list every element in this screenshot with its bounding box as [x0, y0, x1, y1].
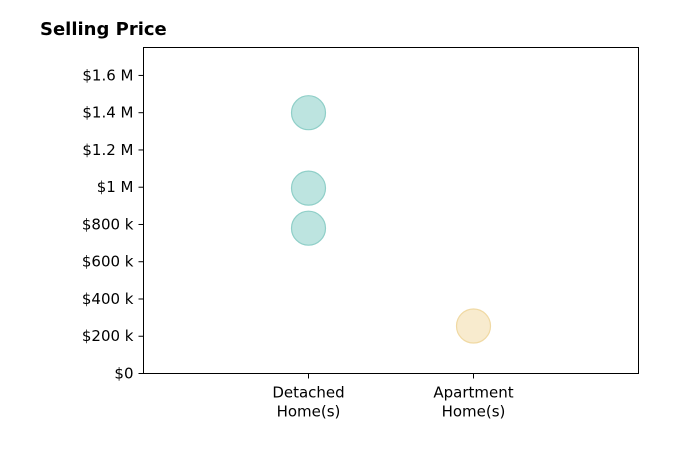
data-point [290, 170, 327, 206]
data-points [290, 95, 492, 344]
x-axis: Detached Home(s)Apartment Home(s) [272, 373, 514, 421]
y-tick-label: $800 k [82, 215, 134, 233]
data-point [455, 308, 492, 344]
y-tick-label: $600 k [82, 253, 134, 271]
y-axis: $0 $200 k $400 k $600 k $800 k $1 M $1.2 M $1.4… [82, 66, 144, 383]
y-tick-label: $1.6 M [82, 66, 133, 84]
chart-title: Selling Price [40, 19, 167, 40]
y-tick-label: $1 M [97, 178, 134, 196]
x-tick-label-line: Home(s) [442, 403, 506, 421]
data-point [290, 210, 327, 246]
data-point [290, 95, 327, 131]
y-tick-label: $400 k [82, 290, 134, 308]
x-tick-label: Detached Home(s) [272, 384, 344, 421]
plot-frame [143, 47, 639, 374]
y-tick-label: $1.4 M [82, 104, 133, 122]
y-tick-label: $1.2 M [82, 141, 133, 159]
x-tick-label-line: Home(s) [277, 403, 341, 421]
x-tick-label-line: Detached [272, 384, 344, 402]
x-tick-label: Apartment Home(s) [433, 384, 513, 421]
x-tick-label-line: Apartment [433, 384, 513, 402]
y-tick-label: $0 [114, 365, 133, 383]
y-tick-label: $200 k [82, 327, 134, 345]
